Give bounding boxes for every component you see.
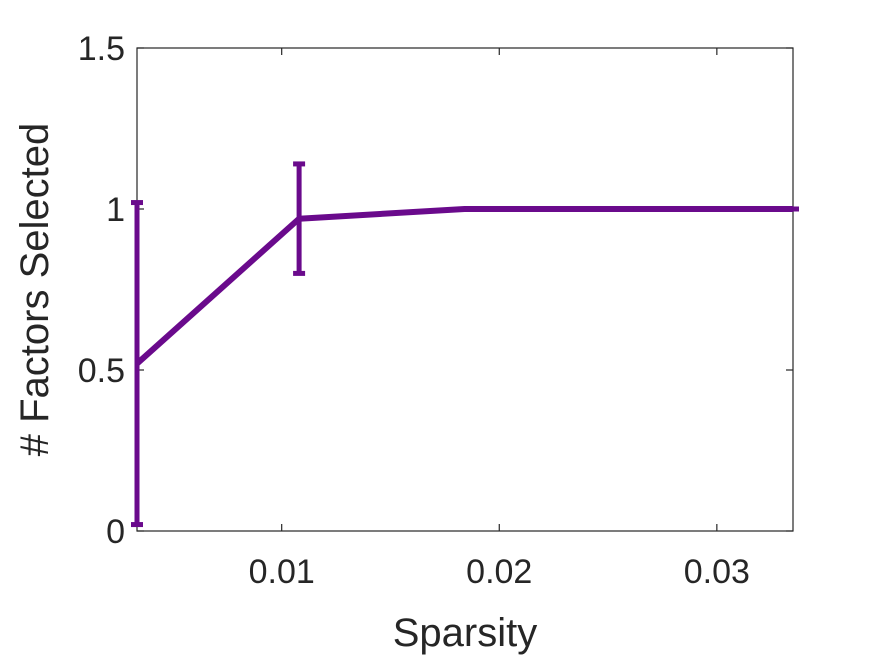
data-point xyxy=(298,217,301,220)
data-point xyxy=(463,208,466,210)
y-tick-label: 1.5 xyxy=(78,30,125,68)
y-tick-label: 0.5 xyxy=(78,352,125,390)
plot-area: 0.01 0.02 0.03 0 0.5 1 1.5 xyxy=(78,30,799,591)
series-line xyxy=(135,206,793,366)
data-point xyxy=(792,208,794,210)
y-axis-title: # Factors Selected xyxy=(13,123,57,457)
y-tick-label: 1 xyxy=(106,191,125,229)
x-tick-label: 0.03 xyxy=(684,553,750,591)
x-tick-label: 0.01 xyxy=(249,553,315,591)
data-point xyxy=(136,362,138,365)
x-axis-title: Sparsity xyxy=(393,611,538,655)
x-tick-label: 0.02 xyxy=(466,553,532,591)
data-point xyxy=(626,208,629,210)
axes-box xyxy=(136,47,794,532)
y-tick-label: 0 xyxy=(106,513,125,551)
